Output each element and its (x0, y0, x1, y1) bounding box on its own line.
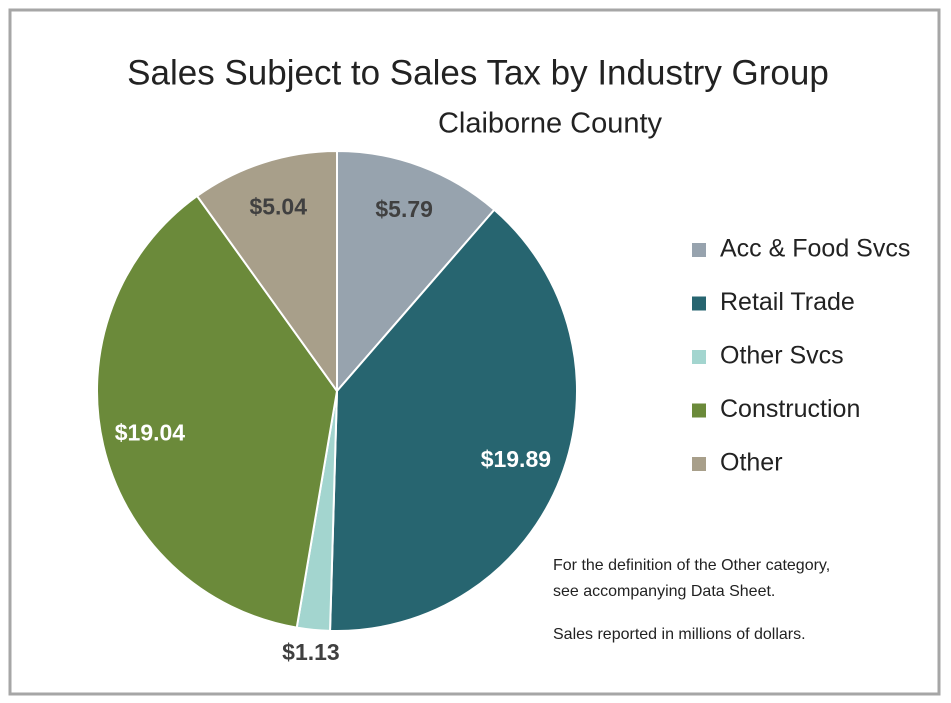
data-label: $5.04 (249, 193, 307, 219)
pie-slice (195, 149, 338, 395)
legend-label: Construction (720, 395, 860, 423)
legend-swatch (692, 403, 706, 418)
pie-slice (336, 149, 496, 394)
pie-slice (329, 208, 578, 632)
legend-swatch (692, 243, 706, 257)
note: Sales reported in millions of dollars. (553, 626, 806, 643)
data-label: $19.04 (115, 419, 186, 445)
data-label: $19.89 (481, 446, 551, 472)
legend-label: Retail Trade (720, 288, 855, 316)
legend-swatch (692, 350, 706, 364)
data-label: $1.13 (282, 639, 340, 665)
legend-label: Acc & Food Svcs (720, 235, 910, 263)
legend-swatch (692, 296, 706, 311)
note: see accompanying Data Sheet. (553, 583, 775, 600)
legend-label: Other (720, 449, 783, 477)
note: For the definition of the Other category… (553, 557, 830, 574)
chart-subtitle: Claiborne County (438, 108, 663, 140)
chart-title: Sales Subject to Sales Tax by Industry G… (127, 53, 829, 92)
data-label: $5.79 (375, 196, 433, 222)
legend-swatch (692, 457, 706, 471)
pie-slice (96, 194, 339, 629)
legend-label: Other Svcs (720, 342, 844, 370)
